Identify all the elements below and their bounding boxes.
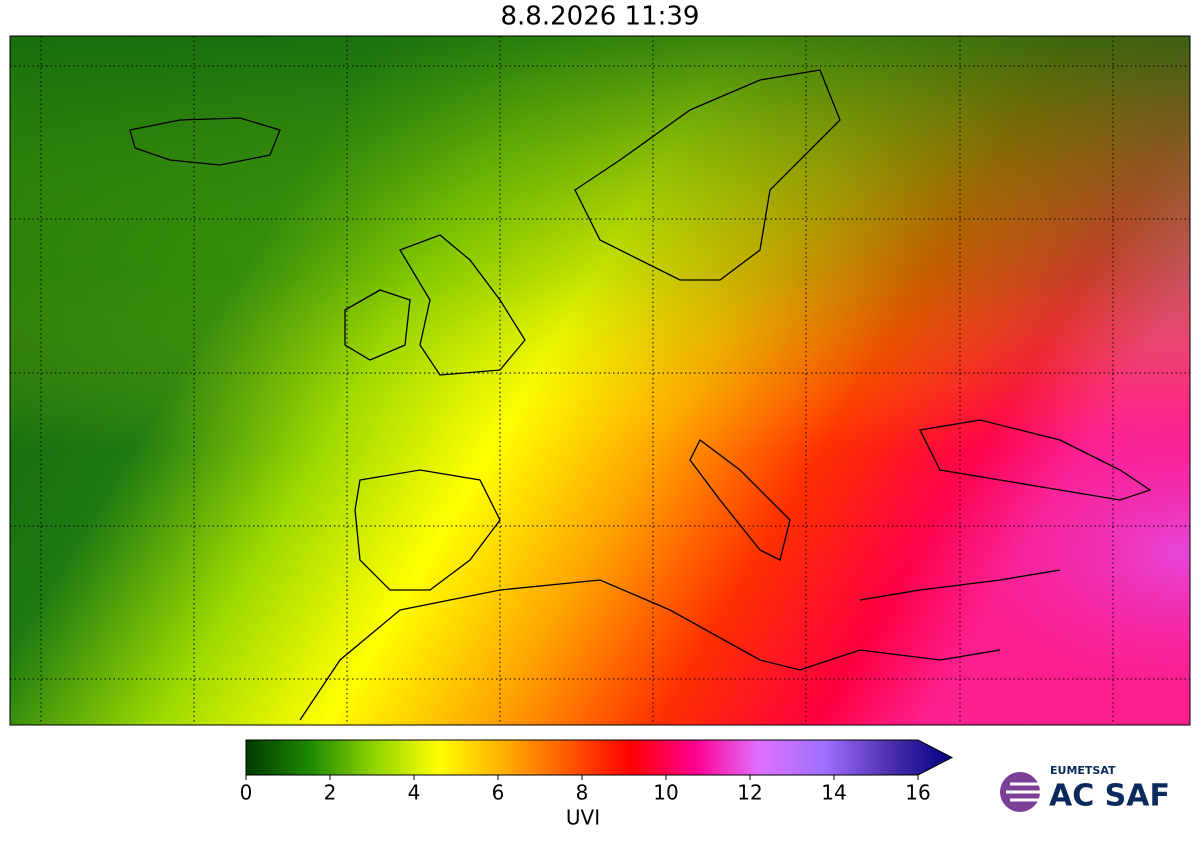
colorbar-label: UVI (566, 806, 600, 830)
map-frame (9, 35, 1191, 726)
colorbar: UVI 0 2 4 6 8 10 12 14 16 (240, 739, 954, 830)
colorbar-tick-label: 2 (324, 781, 337, 805)
colorbar-tick-label: 16 (905, 781, 930, 805)
scandinavia (574, 69, 841, 281)
map (9, 35, 1191, 726)
iceland (129, 117, 281, 166)
coastlines (129, 69, 1152, 721)
north-africa (299, 579, 1001, 721)
logo-icon-lines (1006, 782, 1048, 802)
colorbar-body (245, 739, 954, 776)
colorbar-tick-label: 4 (408, 781, 421, 805)
colorbar-tick-label: 6 (492, 781, 505, 805)
graticule (10, 36, 1190, 725)
black-sea (919, 419, 1152, 501)
britain (399, 234, 526, 376)
colorbar-tick-label: 10 (653, 781, 678, 805)
colorbar-tick-label: 0 (240, 781, 253, 805)
logo-org: EUMETSAT (1050, 764, 1116, 777)
logo-name: AC SAF (1049, 779, 1170, 814)
colorbar-tick-label: 14 (821, 781, 846, 805)
ireland (344, 289, 411, 361)
logo: EUMETSAT AC SAF (1000, 764, 1170, 814)
title: 8.8.2026 11:39 (501, 2, 700, 32)
italy (689, 439, 791, 561)
colorbar-tick-label: 8 (576, 781, 589, 805)
iberia (354, 469, 501, 591)
colorbar-tick-label: 12 (737, 781, 762, 805)
map-field-southeast (10, 36, 1190, 725)
